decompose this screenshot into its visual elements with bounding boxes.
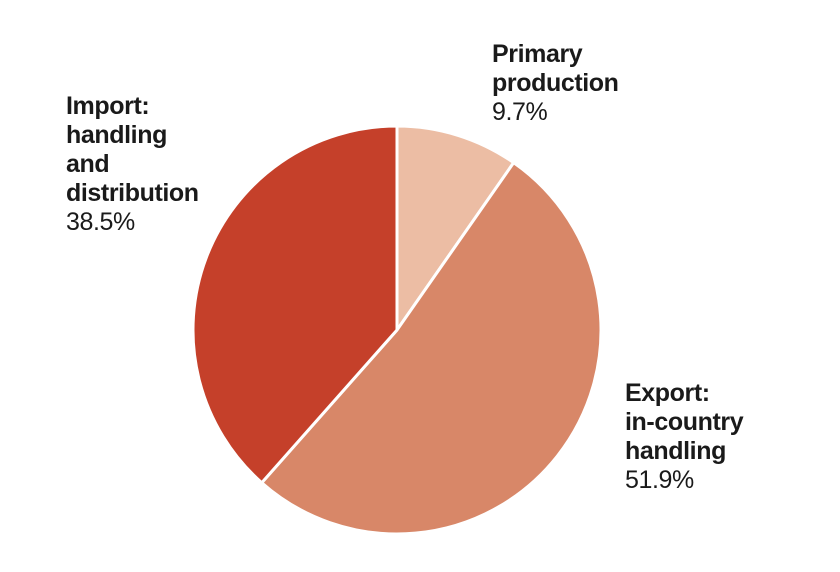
- slice-label-percent: 51.9%: [625, 466, 694, 494]
- slice-label-text: Import:: [66, 92, 150, 120]
- slice-label-text: and: [66, 150, 110, 178]
- slice-label-import-handling-distribution: Import: handling and distribution 38.5%: [66, 92, 199, 237]
- slice-label-text: production: [492, 69, 619, 97]
- pie-slice-import-handling-and-distribution: [191, 124, 399, 485]
- slice-label-text: handling: [625, 437, 726, 465]
- slice-label-percent: 9.7%: [492, 98, 548, 126]
- slice-label-text: Primary: [492, 40, 583, 68]
- pie-slice-primary-production: [395, 124, 516, 332]
- slice-label-text: handling: [66, 121, 167, 149]
- slice-label-text: distribution: [66, 179, 199, 207]
- slice-label-text: in-country: [625, 408, 744, 436]
- slice-label-percent: 38.5%: [66, 208, 135, 236]
- slice-label-text: Export:: [625, 379, 710, 407]
- slice-label-primary-production: Primary production 9.7%: [492, 40, 619, 127]
- pie-slice-export-in-country-handling: [260, 161, 603, 536]
- slice-label-export-in-country-handling: Export: in-country handling 51.9%: [625, 379, 744, 495]
